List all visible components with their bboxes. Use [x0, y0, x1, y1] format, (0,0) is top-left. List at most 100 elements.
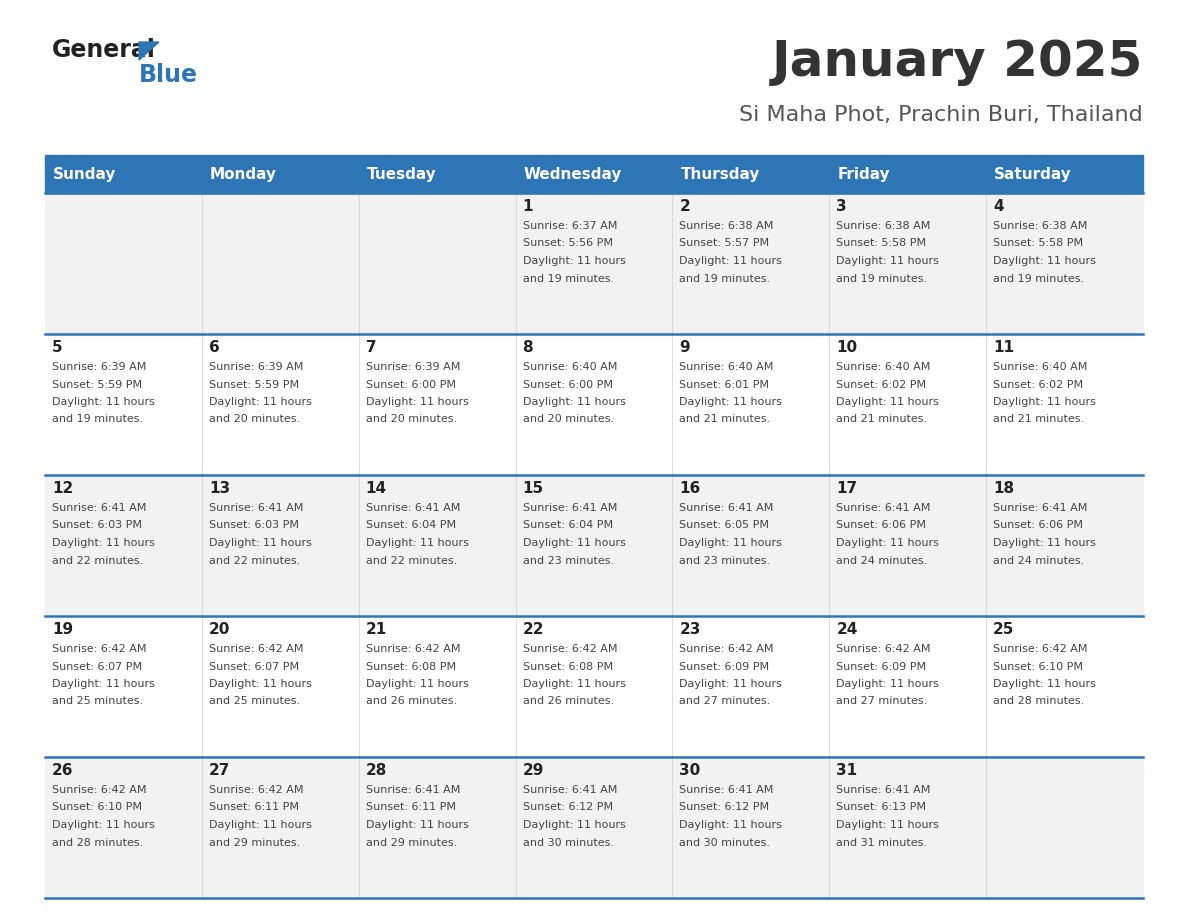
Text: Daylight: 11 hours: Daylight: 11 hours	[836, 256, 940, 266]
Text: Sunrise: 6:41 AM: Sunrise: 6:41 AM	[52, 503, 146, 513]
Text: Daylight: 11 hours: Daylight: 11 hours	[52, 820, 154, 830]
Text: Sunrise: 6:42 AM: Sunrise: 6:42 AM	[993, 644, 1088, 654]
Text: Sunset: 6:01 PM: Sunset: 6:01 PM	[680, 379, 770, 389]
Text: and 24 minutes.: and 24 minutes.	[836, 555, 928, 565]
Text: 5: 5	[52, 340, 63, 355]
Text: 16: 16	[680, 481, 701, 496]
Text: Sunset: 6:13 PM: Sunset: 6:13 PM	[836, 802, 927, 812]
Text: and 26 minutes.: and 26 minutes.	[523, 697, 614, 707]
Text: Daylight: 11 hours: Daylight: 11 hours	[680, 679, 783, 689]
Text: Sunrise: 6:41 AM: Sunrise: 6:41 AM	[523, 785, 617, 795]
Text: Daylight: 11 hours: Daylight: 11 hours	[523, 679, 625, 689]
Text: and 28 minutes.: and 28 minutes.	[993, 697, 1085, 707]
Text: Sunrise: 6:38 AM: Sunrise: 6:38 AM	[680, 221, 773, 231]
Text: and 26 minutes.: and 26 minutes.	[366, 697, 457, 707]
Text: Daylight: 11 hours: Daylight: 11 hours	[209, 538, 311, 548]
Text: 4: 4	[993, 199, 1004, 214]
Text: Sunrise: 6:40 AM: Sunrise: 6:40 AM	[836, 362, 930, 372]
Text: 18: 18	[993, 481, 1015, 496]
Text: Daylight: 11 hours: Daylight: 11 hours	[680, 538, 783, 548]
Text: Daylight: 11 hours: Daylight: 11 hours	[52, 397, 154, 407]
Text: and 22 minutes.: and 22 minutes.	[52, 555, 144, 565]
Text: 8: 8	[523, 340, 533, 355]
Text: Daylight: 11 hours: Daylight: 11 hours	[52, 679, 154, 689]
Text: Sunrise: 6:42 AM: Sunrise: 6:42 AM	[52, 644, 146, 654]
Text: January 2025: January 2025	[772, 38, 1143, 86]
Text: Daylight: 11 hours: Daylight: 11 hours	[366, 679, 468, 689]
Text: Daylight: 11 hours: Daylight: 11 hours	[209, 820, 311, 830]
Text: Daylight: 11 hours: Daylight: 11 hours	[680, 820, 783, 830]
Text: Sunset: 6:06 PM: Sunset: 6:06 PM	[993, 521, 1083, 531]
Text: and 25 minutes.: and 25 minutes.	[209, 697, 301, 707]
Text: Sunrise: 6:42 AM: Sunrise: 6:42 AM	[523, 644, 617, 654]
Text: Daylight: 11 hours: Daylight: 11 hours	[209, 679, 311, 689]
Text: Daylight: 11 hours: Daylight: 11 hours	[680, 256, 783, 266]
Text: Sunrise: 6:42 AM: Sunrise: 6:42 AM	[52, 785, 146, 795]
Text: Monday: Monday	[210, 166, 277, 182]
Text: Saturday: Saturday	[994, 166, 1072, 182]
Text: 22: 22	[523, 622, 544, 637]
Text: 19: 19	[52, 622, 74, 637]
Text: Daylight: 11 hours: Daylight: 11 hours	[993, 256, 1097, 266]
Text: Sunrise: 6:41 AM: Sunrise: 6:41 AM	[680, 785, 773, 795]
Text: and 30 minutes.: and 30 minutes.	[680, 837, 771, 847]
Text: Sunset: 5:57 PM: Sunset: 5:57 PM	[680, 239, 770, 249]
Text: Sunset: 6:06 PM: Sunset: 6:06 PM	[836, 521, 927, 531]
Bar	[45, 155, 1143, 193]
Text: and 20 minutes.: and 20 minutes.	[366, 415, 457, 424]
Text: and 29 minutes.: and 29 minutes.	[209, 837, 301, 847]
Text: and 19 minutes.: and 19 minutes.	[523, 274, 614, 284]
Text: Daylight: 11 hours: Daylight: 11 hours	[366, 820, 468, 830]
Text: and 24 minutes.: and 24 minutes.	[993, 555, 1085, 565]
Text: Sunset: 5:58 PM: Sunset: 5:58 PM	[993, 239, 1083, 249]
Text: and 20 minutes.: and 20 minutes.	[209, 415, 301, 424]
Text: Daylight: 11 hours: Daylight: 11 hours	[52, 538, 154, 548]
Text: Sunset: 6:00 PM: Sunset: 6:00 PM	[523, 379, 613, 389]
Text: 31: 31	[836, 763, 858, 778]
Text: Sunset: 6:10 PM: Sunset: 6:10 PM	[993, 662, 1083, 671]
Text: Sunset: 6:03 PM: Sunset: 6:03 PM	[52, 521, 143, 531]
Text: and 19 minutes.: and 19 minutes.	[993, 274, 1085, 284]
Text: Sunrise: 6:38 AM: Sunrise: 6:38 AM	[993, 221, 1087, 231]
Text: Tuesday: Tuesday	[367, 166, 436, 182]
Text: 29: 29	[523, 763, 544, 778]
Text: Sunset: 6:02 PM: Sunset: 6:02 PM	[993, 379, 1083, 389]
Text: 26: 26	[52, 763, 74, 778]
Text: Sunset: 6:02 PM: Sunset: 6:02 PM	[836, 379, 927, 389]
Text: Sunrise: 6:41 AM: Sunrise: 6:41 AM	[209, 503, 303, 513]
Text: Daylight: 11 hours: Daylight: 11 hours	[836, 538, 940, 548]
Text: Daylight: 11 hours: Daylight: 11 hours	[680, 397, 783, 407]
Text: and 31 minutes.: and 31 minutes.	[836, 837, 928, 847]
Text: Sunrise: 6:40 AM: Sunrise: 6:40 AM	[523, 362, 617, 372]
Text: Sunset: 6:12 PM: Sunset: 6:12 PM	[680, 802, 770, 812]
Text: Sunset: 6:00 PM: Sunset: 6:00 PM	[366, 379, 456, 389]
Text: Daylight: 11 hours: Daylight: 11 hours	[993, 538, 1097, 548]
Text: Si Maha Phot, Prachin Buri, Thailand: Si Maha Phot, Prachin Buri, Thailand	[739, 105, 1143, 125]
Text: Sunset: 6:07 PM: Sunset: 6:07 PM	[209, 662, 299, 671]
Text: Daylight: 11 hours: Daylight: 11 hours	[209, 397, 311, 407]
Text: 7: 7	[366, 340, 377, 355]
Text: Sunrise: 6:41 AM: Sunrise: 6:41 AM	[836, 785, 930, 795]
Text: and 21 minutes.: and 21 minutes.	[680, 415, 771, 424]
Text: Sunrise: 6:42 AM: Sunrise: 6:42 AM	[680, 644, 773, 654]
Text: 11: 11	[993, 340, 1015, 355]
Text: Daylight: 11 hours: Daylight: 11 hours	[836, 397, 940, 407]
Text: Blue: Blue	[139, 63, 198, 87]
Text: and 29 minutes.: and 29 minutes.	[366, 837, 457, 847]
Text: Daylight: 11 hours: Daylight: 11 hours	[836, 820, 940, 830]
Bar	[45, 475, 1143, 616]
Text: and 21 minutes.: and 21 minutes.	[993, 415, 1085, 424]
Text: and 30 minutes.: and 30 minutes.	[523, 837, 613, 847]
Text: Daylight: 11 hours: Daylight: 11 hours	[836, 679, 940, 689]
Text: Sunrise: 6:37 AM: Sunrise: 6:37 AM	[523, 221, 617, 231]
Text: Sunrise: 6:39 AM: Sunrise: 6:39 AM	[52, 362, 146, 372]
Text: Daylight: 11 hours: Daylight: 11 hours	[523, 538, 625, 548]
Text: Sunrise: 6:39 AM: Sunrise: 6:39 AM	[366, 362, 460, 372]
Text: Sunrise: 6:38 AM: Sunrise: 6:38 AM	[836, 221, 930, 231]
Text: and 21 minutes.: and 21 minutes.	[836, 415, 928, 424]
Text: 17: 17	[836, 481, 858, 496]
Text: 15: 15	[523, 481, 544, 496]
Text: and 19 minutes.: and 19 minutes.	[52, 415, 143, 424]
Text: Sunset: 6:07 PM: Sunset: 6:07 PM	[52, 662, 143, 671]
Text: Sunset: 6:04 PM: Sunset: 6:04 PM	[366, 521, 456, 531]
